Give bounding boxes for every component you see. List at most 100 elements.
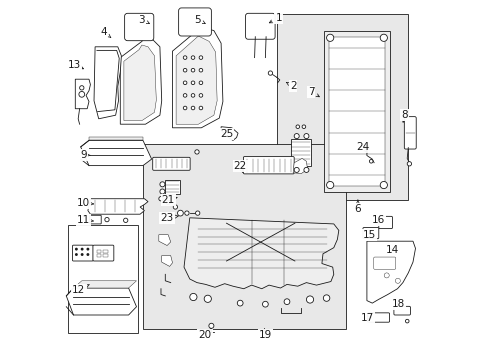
- Circle shape: [284, 299, 289, 305]
- Circle shape: [368, 159, 372, 163]
- Circle shape: [194, 150, 199, 154]
- Circle shape: [189, 293, 197, 301]
- Circle shape: [191, 94, 194, 97]
- Circle shape: [191, 106, 194, 110]
- Circle shape: [166, 200, 170, 204]
- Circle shape: [364, 145, 368, 150]
- Circle shape: [302, 125, 305, 129]
- Text: 2: 2: [285, 81, 296, 91]
- Bar: [165, 180, 179, 194]
- Text: 18: 18: [391, 299, 404, 309]
- Text: 14: 14: [385, 245, 398, 255]
- Bar: [103, 250, 107, 253]
- Bar: [323, 31, 389, 192]
- Circle shape: [405, 319, 408, 323]
- Circle shape: [183, 94, 186, 97]
- Circle shape: [407, 162, 411, 166]
- Polygon shape: [162, 256, 172, 266]
- Circle shape: [380, 34, 386, 41]
- Polygon shape: [172, 27, 223, 128]
- Circle shape: [199, 68, 203, 72]
- Circle shape: [204, 295, 211, 302]
- Bar: [328, 37, 384, 186]
- Polygon shape: [183, 218, 338, 289]
- FancyBboxPatch shape: [378, 216, 392, 229]
- Polygon shape: [66, 288, 136, 315]
- Circle shape: [123, 218, 127, 222]
- Circle shape: [86, 253, 89, 256]
- FancyBboxPatch shape: [243, 157, 294, 174]
- Circle shape: [191, 56, 194, 59]
- Text: 12: 12: [72, 285, 89, 295]
- Polygon shape: [176, 36, 217, 124]
- Circle shape: [177, 210, 183, 216]
- Circle shape: [199, 81, 203, 85]
- Circle shape: [326, 34, 333, 41]
- Circle shape: [184, 211, 189, 215]
- Circle shape: [160, 182, 164, 187]
- Circle shape: [79, 91, 84, 97]
- Text: 22: 22: [233, 161, 246, 172]
- Circle shape: [303, 167, 308, 172]
- Text: 1: 1: [269, 13, 282, 23]
- Text: 10: 10: [77, 198, 94, 208]
- Circle shape: [380, 181, 386, 189]
- Polygon shape: [221, 127, 238, 140]
- Circle shape: [303, 134, 308, 139]
- Circle shape: [268, 71, 272, 75]
- Circle shape: [262, 301, 268, 307]
- Polygon shape: [292, 158, 307, 174]
- Text: 19: 19: [258, 329, 271, 340]
- Circle shape: [294, 134, 299, 139]
- Text: 6: 6: [354, 200, 361, 214]
- Circle shape: [81, 248, 83, 251]
- Circle shape: [159, 197, 163, 201]
- FancyBboxPatch shape: [178, 8, 211, 36]
- Circle shape: [183, 106, 186, 110]
- Circle shape: [199, 106, 203, 110]
- Circle shape: [81, 253, 83, 256]
- Polygon shape: [366, 241, 415, 303]
- Circle shape: [183, 68, 186, 72]
- Text: 11: 11: [77, 215, 94, 225]
- Circle shape: [191, 68, 194, 72]
- Circle shape: [199, 94, 203, 97]
- Text: 23: 23: [160, 213, 178, 223]
- Text: 3: 3: [138, 15, 149, 25]
- Polygon shape: [81, 140, 151, 166]
- Text: 24: 24: [356, 142, 369, 153]
- Text: 25: 25: [220, 128, 233, 139]
- Circle shape: [199, 56, 203, 59]
- Text: 9: 9: [80, 150, 90, 160]
- Bar: [276, 14, 407, 200]
- Bar: [142, 144, 346, 329]
- Text: 20: 20: [198, 329, 211, 340]
- Circle shape: [173, 205, 177, 209]
- Circle shape: [323, 295, 329, 301]
- Polygon shape: [123, 45, 156, 121]
- FancyBboxPatch shape: [245, 13, 275, 39]
- Text: 13: 13: [68, 60, 83, 70]
- Circle shape: [160, 189, 164, 194]
- FancyBboxPatch shape: [72, 245, 93, 261]
- Text: 16: 16: [371, 215, 385, 225]
- Circle shape: [75, 248, 78, 251]
- Circle shape: [237, 300, 243, 306]
- Bar: [97, 254, 101, 257]
- Bar: [68, 225, 138, 333]
- Circle shape: [195, 211, 200, 215]
- FancyBboxPatch shape: [152, 157, 190, 170]
- Circle shape: [208, 323, 213, 328]
- FancyBboxPatch shape: [89, 215, 101, 224]
- Circle shape: [294, 167, 299, 172]
- Polygon shape: [73, 281, 136, 288]
- Circle shape: [183, 81, 186, 85]
- FancyBboxPatch shape: [393, 306, 409, 315]
- Circle shape: [326, 181, 333, 189]
- Circle shape: [183, 56, 186, 59]
- Polygon shape: [120, 36, 162, 124]
- Text: 8: 8: [401, 110, 407, 122]
- FancyBboxPatch shape: [373, 257, 395, 269]
- Circle shape: [306, 296, 313, 303]
- Text: 15: 15: [363, 230, 376, 240]
